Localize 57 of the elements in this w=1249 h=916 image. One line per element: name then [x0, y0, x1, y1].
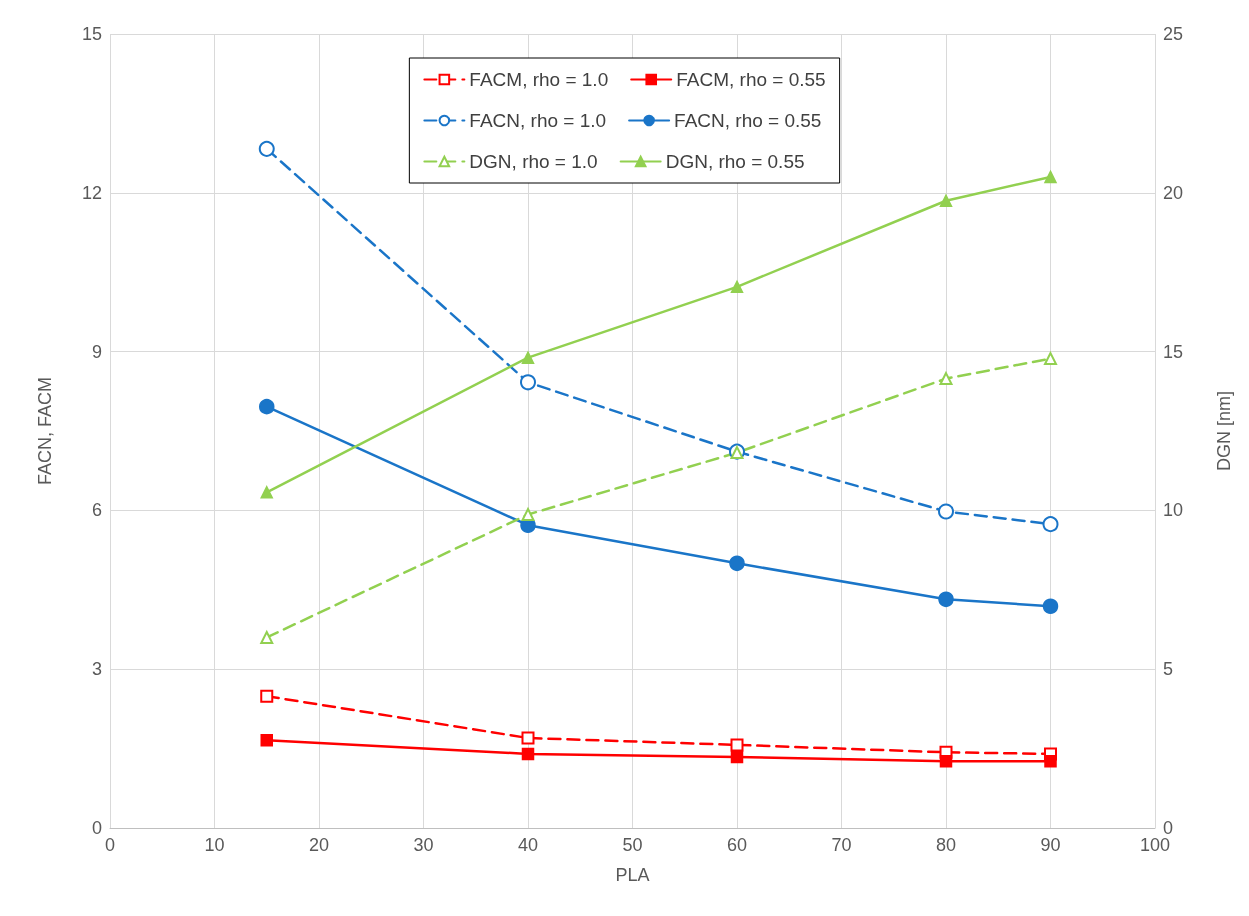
y2-tick-label: 10	[1163, 500, 1184, 521]
y-tick-label: 12	[81, 182, 102, 203]
x-tick-label: 70	[831, 835, 852, 855]
point	[1044, 170, 1057, 184]
point	[939, 372, 953, 386]
y2-axis-title: DGN [nm]	[1214, 390, 1234, 472]
point	[939, 755, 953, 768]
point	[258, 140, 275, 157]
x-tick-label: 90	[1040, 835, 1061, 855]
point	[1044, 755, 1057, 768]
point	[729, 555, 745, 572]
point	[730, 738, 744, 752]
point	[521, 351, 535, 364]
point	[260, 630, 274, 644]
y2-tick-label: 15	[1163, 341, 1184, 362]
point	[260, 486, 273, 499]
x-tick-label: 50	[622, 835, 643, 855]
point	[521, 508, 535, 522]
x-tick-label: 0	[104, 835, 116, 855]
x-tick-label: 100	[1139, 835, 1171, 855]
y-tick-label: 3	[91, 659, 102, 680]
y-tick-label: 0	[91, 818, 102, 838]
x-tick-label: 60	[726, 835, 748, 855]
point	[938, 503, 954, 520]
point	[938, 591, 954, 608]
legend-label: FACM, rho = 0.55	[676, 69, 826, 90]
y2-tick-label: 25	[1163, 24, 1184, 44]
legend-label: FACN, rho = 0.55	[674, 110, 822, 131]
legend-label: DGN, rho = 1.0	[469, 151, 598, 172]
x-tick-label: 20	[308, 835, 330, 855]
point	[939, 194, 953, 207]
point	[1044, 352, 1057, 366]
y-axis-title: FACN, FACM	[35, 376, 55, 486]
x-tick-label: 10	[204, 835, 225, 855]
point	[1042, 516, 1059, 533]
y2-tick-label: 20	[1163, 182, 1184, 203]
point	[730, 750, 744, 764]
x-tick-label: 30	[413, 835, 434, 855]
point	[260, 689, 274, 703]
y-tick-label: 9	[91, 341, 102, 362]
point	[521, 747, 535, 761]
x-axis-title: PLA	[615, 865, 650, 885]
y2-tick-label: 5	[1163, 659, 1174, 680]
point	[1042, 598, 1059, 614]
point	[520, 374, 536, 391]
point	[260, 733, 273, 747]
point	[259, 398, 275, 415]
point	[521, 731, 535, 745]
legend-label: DGN, rho = 0.55	[665, 151, 805, 172]
legend-label: FACM, rho = 1.0	[469, 69, 609, 90]
y-tick-label: 6	[91, 500, 102, 521]
x-tick-label: 40	[517, 835, 539, 855]
point	[730, 280, 744, 294]
legend-label: FACN, rho = 1.0	[469, 110, 607, 131]
y2-tick-label: 0	[1163, 818, 1174, 838]
y-tick-label: 15	[81, 24, 102, 44]
x-tick-label: 80	[935, 835, 957, 855]
